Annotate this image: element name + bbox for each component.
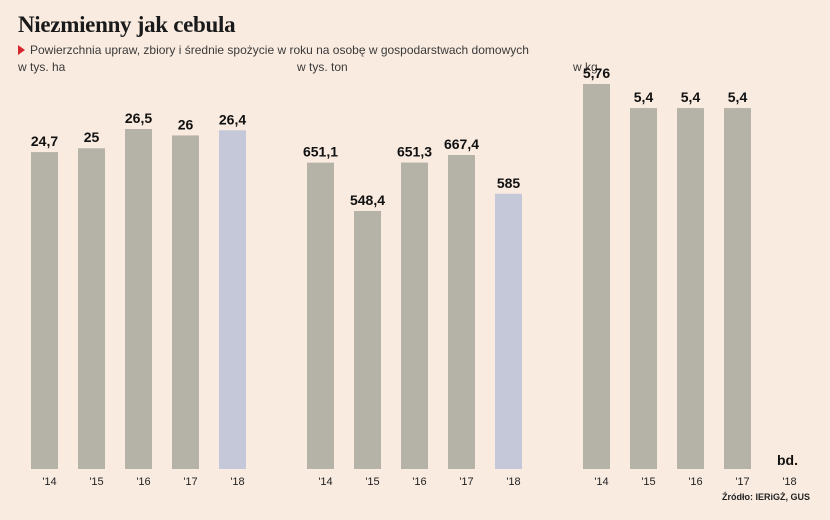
area-bar	[172, 135, 199, 469]
area-value-label: 26	[178, 116, 194, 132]
area-tick-label: '15	[89, 476, 103, 488]
consumption-tick-label: '15	[641, 476, 655, 488]
harvest-bar	[495, 193, 522, 469]
area-tick-label: '18	[230, 476, 244, 488]
area-value-label: 24,7	[31, 133, 58, 149]
harvest-bar	[401, 162, 428, 469]
consumption-tick-label: '17	[735, 476, 749, 488]
consumption-tick-label: '18	[782, 476, 796, 488]
triangle-marker-icon	[18, 45, 25, 55]
consumption-value-label: 5,4	[681, 89, 701, 105]
harvest-tick-label: '18	[506, 476, 520, 488]
area-bar	[78, 148, 105, 469]
harvest-bar	[354, 210, 381, 469]
consumption-bar	[583, 84, 610, 469]
area-tick-label: '17	[183, 476, 197, 488]
harvest-value-label: 548,4	[350, 192, 385, 208]
harvest-tick-label: '15	[365, 476, 379, 488]
area-value-label: 26,5	[125, 110, 152, 126]
consumption-value-label: 5,4	[634, 89, 654, 105]
consumption-tick-label: '16	[688, 476, 702, 488]
consumption-no-data-label: bd.	[777, 452, 798, 468]
harvest-tick-label: '17	[459, 476, 473, 488]
area-value-label: 26,4	[219, 111, 246, 127]
area-bar	[125, 129, 152, 469]
chart-subtitle: Powierzchnia upraw, zbiory i średnie spo…	[18, 43, 529, 57]
area-tick-label: '16	[136, 476, 150, 488]
harvest-value-label: 651,1	[303, 144, 338, 160]
source-note: Źródło: IERiGŻ, GUS	[722, 492, 810, 502]
consumption-bar	[630, 108, 657, 469]
area-bar	[31, 152, 58, 469]
consumption-value-label: 5,4	[728, 89, 748, 105]
unit-label-area: w tys. ha	[18, 60, 66, 74]
consumption-bar	[677, 108, 704, 469]
harvest-value-label: 585	[497, 175, 521, 191]
harvest-value-label: 667,4	[444, 136, 479, 152]
consumption-bar	[724, 108, 751, 469]
unit-label-consumption: w kg	[573, 60, 598, 74]
consumption-tick-label: '14	[594, 476, 608, 488]
area-value-label: 25	[84, 129, 100, 145]
harvest-tick-label: '14	[318, 476, 332, 488]
area-tick-label: '14	[42, 476, 56, 488]
harvest-bar	[448, 155, 475, 469]
harvest-bar	[307, 162, 334, 469]
unit-label-harvest: w tys. ton	[297, 60, 348, 74]
harvest-value-label: 651,3	[397, 144, 432, 160]
harvest-tick-label: '16	[412, 476, 426, 488]
consumption-value-label: 5,76	[583, 65, 610, 81]
area-bar	[219, 130, 246, 469]
subtitle-text: Powierzchnia upraw, zbiory i średnie spo…	[30, 43, 529, 57]
chart-title: Niezmienny jak cebula	[18, 12, 236, 37]
